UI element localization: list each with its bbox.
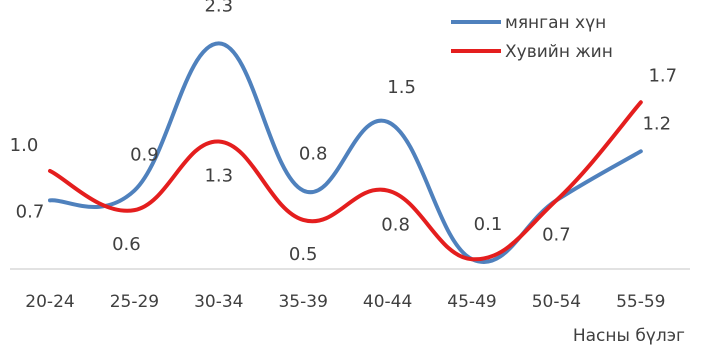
data-label-series-2-20-24: 1.0 — [10, 135, 39, 156]
data-label-series-1-35-39: 0.8 — [299, 144, 328, 165]
data-label-series-2-30-34: 1.3 — [204, 166, 233, 187]
data-label-series-2-35-39: 0.5 — [289, 244, 318, 265]
legend-label-series-1: мянган хүн — [505, 13, 606, 33]
x-tick-label: 25-29 — [110, 292, 159, 312]
data-label-series-2-40-44: 0.8 — [381, 215, 410, 236]
data-label-series-1-25-29: 0.9 — [130, 145, 159, 166]
x-axis-title: Насны бүлэг — [573, 326, 685, 346]
data-label-series-1-20-24: 0.7 — [16, 201, 45, 222]
x-tick-label: 55-59 — [616, 292, 665, 312]
x-tick-label: 45-49 — [447, 292, 496, 312]
x-tick-label: 35-39 — [278, 292, 327, 312]
legend-label-series-2: Хувийн жин — [505, 42, 613, 62]
series-line-2 — [48, 100, 643, 262]
data-label-series-1-45-49: 0.1 — [474, 214, 503, 235]
series-layer — [48, 41, 643, 264]
x-tick-label: 50-54 — [532, 292, 581, 312]
data-label-series-2-50-54: 0.7 — [542, 224, 571, 245]
data-label-series-2-25-29: 0.6 — [112, 234, 141, 255]
x-tick-label: 20-24 — [25, 292, 74, 312]
legend: мянган хүн Хувийн жин — [451, 13, 613, 62]
data-label-series-2-55-59: 1.7 — [648, 65, 677, 86]
x-tick-label: 30-34 — [194, 292, 243, 312]
x-tick-layer: 20-24 25-29 30-34 35-39 40-44 45-49 50-54 55-59 — [25, 292, 665, 312]
data-label-layer: 0.7 0.9 2.3 0.8 1.5 0.1 1.2 1.0 0.6 1.3 0.5 0.8 0.7 1… — [10, 0, 677, 265]
data-label-series-1-40-44: 1.5 — [387, 77, 416, 98]
x-tick-label: 40-44 — [363, 292, 412, 312]
data-label-series-1-55-59: 1.2 — [642, 113, 671, 134]
data-label-series-1-30-34: 2.3 — [204, 0, 233, 16]
